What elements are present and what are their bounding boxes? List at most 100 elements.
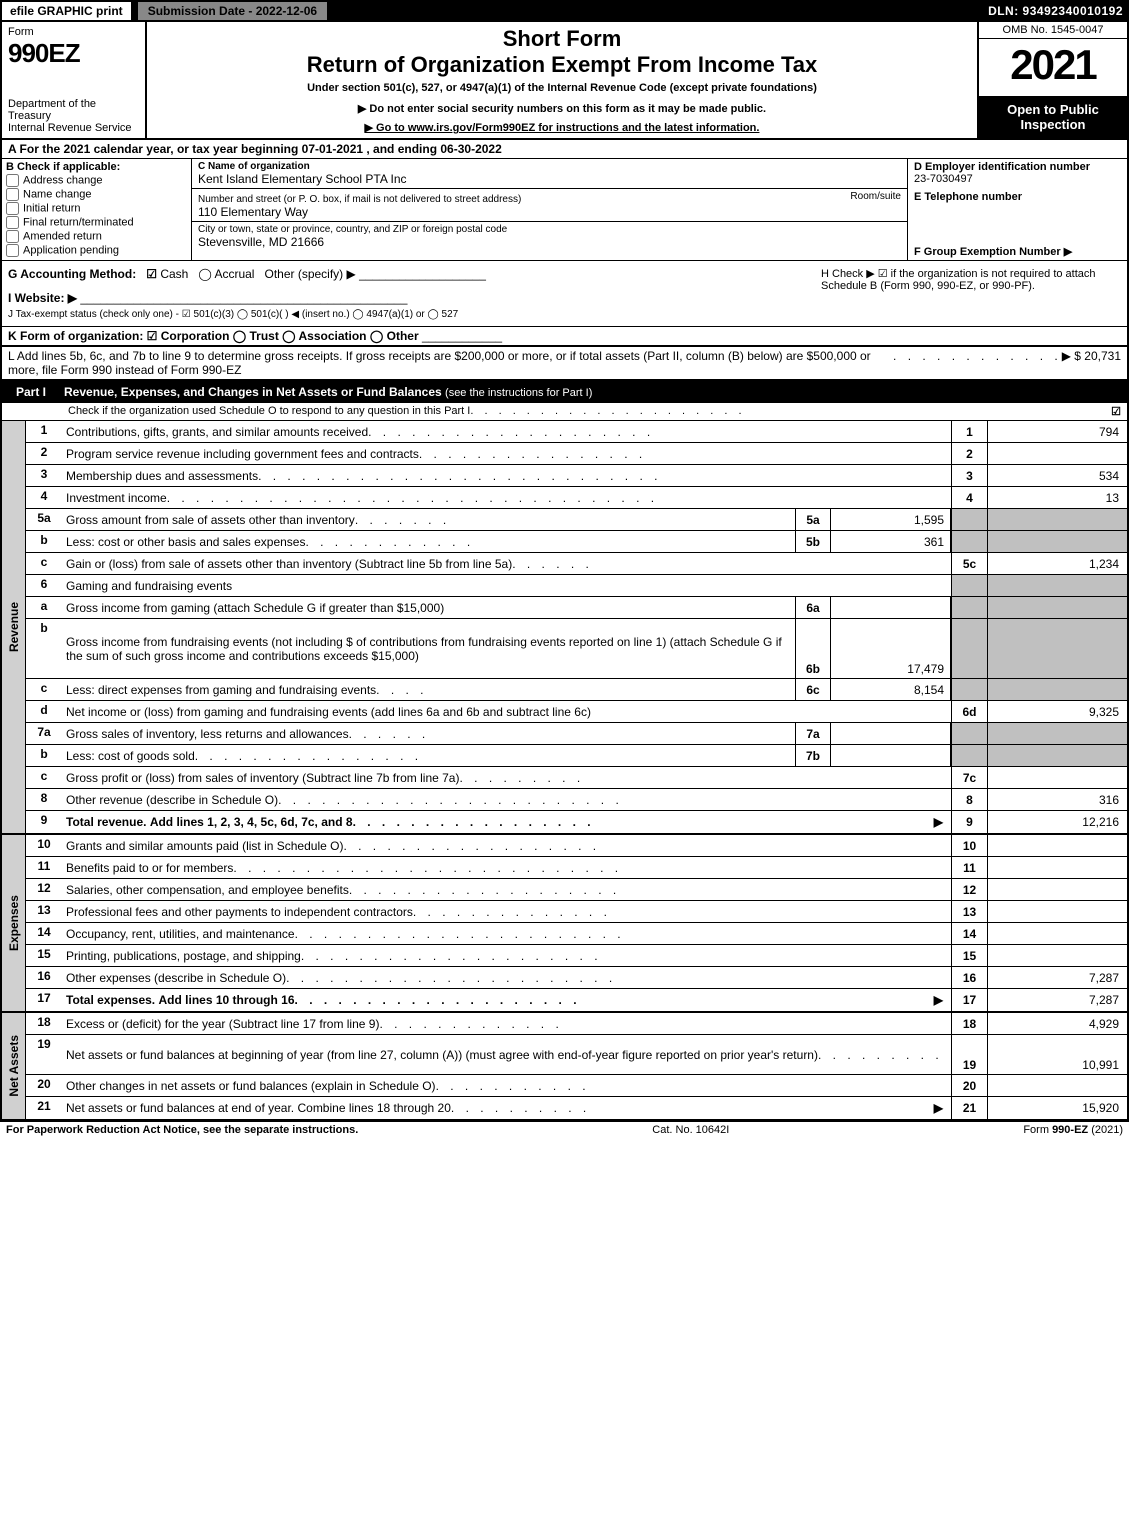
page-footer: For Paperwork Reduction Act Notice, see … [0, 1121, 1129, 1138]
line-14: 14 Occupancy, rent, utilities, and maint… [26, 923, 1127, 945]
line-21-value: 15,920 [987, 1097, 1127, 1119]
city-value: Stevensville, MD 21666 [198, 235, 901, 249]
line-14-value [987, 923, 1127, 944]
line-12-value [987, 879, 1127, 900]
line-6b-value: 17,479 [831, 619, 951, 678]
efile-print-label[interactable]: efile GRAPHIC print [0, 0, 133, 22]
part-1-check-o: Check if the organization used Schedule … [0, 403, 1129, 421]
line-8-value: 316 [987, 789, 1127, 810]
line-18: 18 Excess or (deficit) for the year (Sub… [26, 1013, 1127, 1035]
net-assets-side-label: Net Assets [2, 1013, 26, 1119]
line-15-value [987, 945, 1127, 966]
dln-label: DLN: 93492340010192 [988, 4, 1129, 18]
line-2: 2 Program service revenue including gove… [26, 443, 1127, 465]
under-section: Under section 501(c), 527, or 4947(a)(1)… [153, 82, 971, 94]
form-word: Form [8, 26, 139, 38]
line-7a-value [831, 723, 951, 744]
top-bar: efile GRAPHIC print Submission Date - 20… [0, 0, 1129, 22]
line-5a: 5a Gross amount from sale of assets othe… [26, 509, 1127, 531]
dept-label: Department of the Treasury Internal Reve… [8, 98, 139, 134]
header-left: Form 990EZ Department of the Treasury In… [2, 22, 147, 138]
line-3: 3 Membership dues and assessments . . . … [26, 465, 1127, 487]
line-15: 15 Printing, publications, postage, and … [26, 945, 1127, 967]
line-18-value: 4,929 [987, 1013, 1127, 1034]
cb-initial-return[interactable]: Initial return [6, 202, 187, 215]
addr-value: 110 Elementary Way [198, 205, 901, 219]
schedule-b-check: H Check ▶ ☑ if the organization is not r… [821, 267, 1121, 320]
submission-date-label: Submission Date - 2022-12-06 [137, 1, 328, 21]
line-6: 6 Gaming and fundraising events [26, 575, 1127, 597]
cb-name-change[interactable]: Name change [6, 188, 187, 201]
line-6c-value: 8,154 [831, 679, 951, 700]
header-middle: Short Form Return of Organization Exempt… [147, 22, 977, 138]
revenue-section: Revenue 1 Contributions, gifts, grants, … [0, 421, 1129, 835]
footer-center: Cat. No. 10642I [652, 1124, 729, 1136]
line-9-value: 12,216 [987, 811, 1127, 833]
line-6d-value: 9,325 [987, 701, 1127, 722]
row-g-h: G Accounting Method: ☑ Cash ◯ Accrual Ot… [0, 261, 1129, 327]
row-l-value: ▶ $ 20,731 [1062, 349, 1121, 377]
tax-year: 2021 [979, 39, 1127, 91]
line-17-value: 7,287 [987, 989, 1127, 1011]
line-9: 9 Total revenue. Add lines 1, 2, 3, 4, 5… [26, 811, 1127, 833]
line-13-value [987, 901, 1127, 922]
form-header: Form 990EZ Department of the Treasury In… [0, 22, 1129, 140]
line-19: 19 Net assets or fund balances at beginn… [26, 1035, 1127, 1075]
part-1-header: Part I Revenue, Expenses, and Changes in… [0, 381, 1129, 403]
line-4-value: 13 [987, 487, 1127, 508]
goto-link[interactable]: ▶ Go to www.irs.gov/Form990EZ for instru… [153, 121, 971, 134]
open-to-public: Open to Public Inspection [979, 96, 1127, 138]
line-16: 16 Other expenses (describe in Schedule … [26, 967, 1127, 989]
expenses-side-label: Expenses [2, 835, 26, 1011]
line-11-value [987, 857, 1127, 878]
addr-label: Number and street (or P. O. box, if mail… [198, 194, 521, 205]
line-7a: 7a Gross sales of inventory, less return… [26, 723, 1127, 745]
line-11: 11 Benefits paid to or for members . . .… [26, 857, 1127, 879]
line-8: 8 Other revenue (describe in Schedule O)… [26, 789, 1127, 811]
do-not-enter: ▶ Do not enter social security numbers o… [153, 102, 971, 115]
tax-exempt-status: J Tax-exempt status (check only one) - ☑… [8, 309, 821, 320]
check-icon[interactable]: ☑ [1111, 405, 1121, 418]
line-7b: b Less: cost of goods sold . . . . . . .… [26, 745, 1127, 767]
line-1-value: 794 [987, 421, 1127, 442]
col-d-e-f: D Employer identification number 23-7030… [907, 159, 1127, 260]
line-4: 4 Investment income . . . . . . . . . . … [26, 487, 1127, 509]
omb-number: OMB No. 1545-0047 [979, 22, 1127, 39]
line-5b-value: 361 [831, 531, 951, 552]
revenue-side-label: Revenue [2, 421, 26, 833]
line-a: A For the 2021 calendar year, or tax yea… [0, 140, 1129, 159]
phone-label: E Telephone number [914, 191, 1121, 203]
cb-application-pending[interactable]: Application pending [6, 244, 187, 257]
col-b-label: B Check if applicable: [6, 161, 187, 173]
form-number: 990EZ [8, 38, 139, 69]
cb-final-return[interactable]: Final return/terminated [6, 216, 187, 229]
line-1: 1 Contributions, gifts, grants, and simi… [26, 421, 1127, 443]
line-20: 20 Other changes in net assets or fund b… [26, 1075, 1127, 1097]
col-b-checkboxes: B Check if applicable: Address change Na… [2, 159, 192, 260]
line-17: 17 Total expenses. Add lines 10 through … [26, 989, 1127, 1011]
room-label: Room/suite [850, 191, 901, 202]
cb-address-change[interactable]: Address change [6, 174, 187, 187]
row-k: K Form of organization: ☑ Corporation ◯ … [0, 327, 1129, 347]
cb-amended-return[interactable]: Amended return [6, 230, 187, 243]
line-6d: d Net income or (loss) from gaming and f… [26, 701, 1127, 723]
line-6c: c Less: direct expenses from gaming and … [26, 679, 1127, 701]
line-20-value [987, 1075, 1127, 1096]
net-assets-section: Net Assets 18 Excess or (deficit) for th… [0, 1013, 1129, 1121]
org-name-label: C Name of organization [198, 161, 901, 172]
line-10-value [987, 835, 1127, 856]
line-21: 21 Net assets or fund balances at end of… [26, 1097, 1127, 1119]
line-5c-value: 1,234 [987, 553, 1127, 574]
accounting-method: G Accounting Method: ☑ Cash ◯ Accrual Ot… [8, 267, 821, 320]
line-10: 10 Grants and similar amounts paid (list… [26, 835, 1127, 857]
col-c-org-info: C Name of organization Kent Island Eleme… [192, 159, 907, 260]
line-3-value: 534 [987, 465, 1127, 486]
line-12: 12 Salaries, other compensation, and emp… [26, 879, 1127, 901]
line-5c: c Gain or (loss) from sale of assets oth… [26, 553, 1127, 575]
line-6a: a Gross income from gaming (attach Sched… [26, 597, 1127, 619]
city-label: City or town, state or province, country… [198, 224, 901, 235]
line-6a-value [831, 597, 951, 618]
line-6b: b Gross income from fundraising events (… [26, 619, 1127, 679]
short-form-title: Short Form [153, 26, 971, 52]
line-16-value: 7,287 [987, 967, 1127, 988]
